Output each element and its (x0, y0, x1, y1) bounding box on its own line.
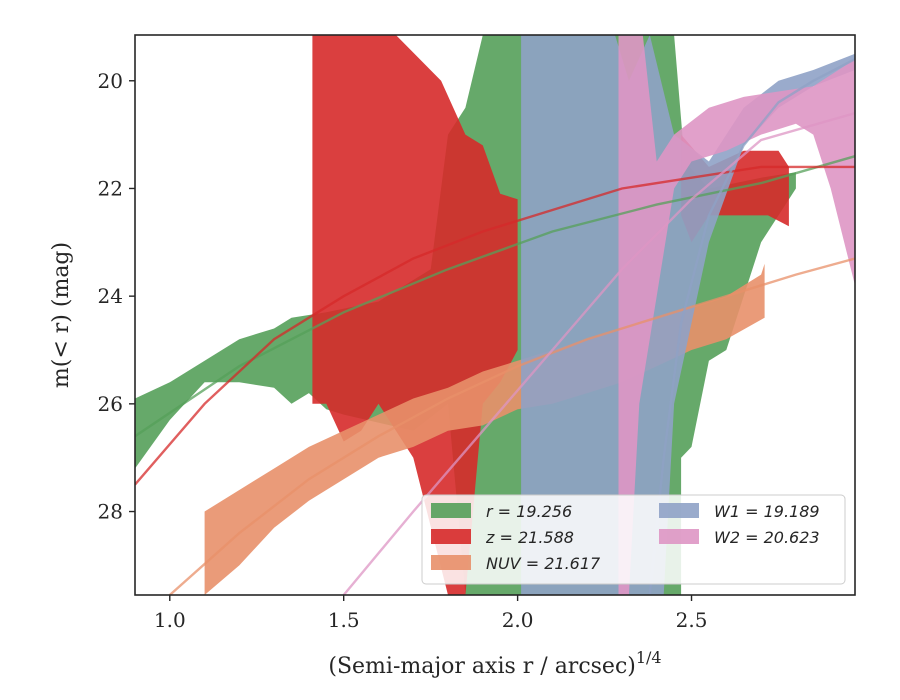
x-tick-label: 2.0 (502, 608, 534, 632)
series-curves (135, 58, 855, 595)
y-axis-label: m(< r) (mag) (49, 242, 74, 388)
legend-swatch (431, 503, 471, 518)
band-w1 (521, 35, 855, 595)
plot-frame (134, 34, 856, 596)
legend-label: r = 19.256 (486, 502, 572, 521)
fit-curve-nuv (169, 257, 855, 595)
x-axis-ticks: 1.0 1.5 2.0 2.5 (154, 595, 708, 632)
x-tick-label: 2.5 (676, 608, 708, 632)
legend-swatch (431, 555, 471, 570)
series-bands (135, 35, 855, 595)
y-axis-ticks: 20 22 24 26 28 (98, 69, 135, 524)
legend-swatch (659, 503, 699, 518)
x-tick-label: 1.0 (154, 608, 186, 632)
legend-swatch (431, 529, 471, 544)
fit-curve-r (135, 155, 855, 438)
band-z (312, 35, 518, 595)
fit-curve-w1 (648, 58, 855, 595)
y-tick-label: 26 (98, 392, 123, 416)
legend-label: z = 21.588 (485, 528, 574, 547)
legend-box (421, 494, 846, 585)
y-tick-label: 28 (98, 500, 123, 524)
legend-label: NUV = 21.617 (486, 554, 601, 573)
y-tick-label: 24 (98, 284, 123, 308)
legend-label: W1 = 19.189 (714, 502, 820, 521)
x-tick-label: 1.5 (328, 608, 360, 632)
y-tick-label: 20 (98, 69, 123, 93)
legend-label: W2 = 20.623 (714, 528, 820, 547)
band-w2 (618, 35, 855, 595)
chart-legend: r = 19.256 z = 21.588 NUV = 21.617 W1 = 19.… (421, 494, 846, 585)
fit-curve-z (135, 165, 855, 486)
y-tick-label: 22 (98, 176, 123, 200)
legend-swatch (659, 529, 699, 544)
x-axis-label: (Semi-major axis r / arcsec)1/4 (328, 648, 661, 679)
